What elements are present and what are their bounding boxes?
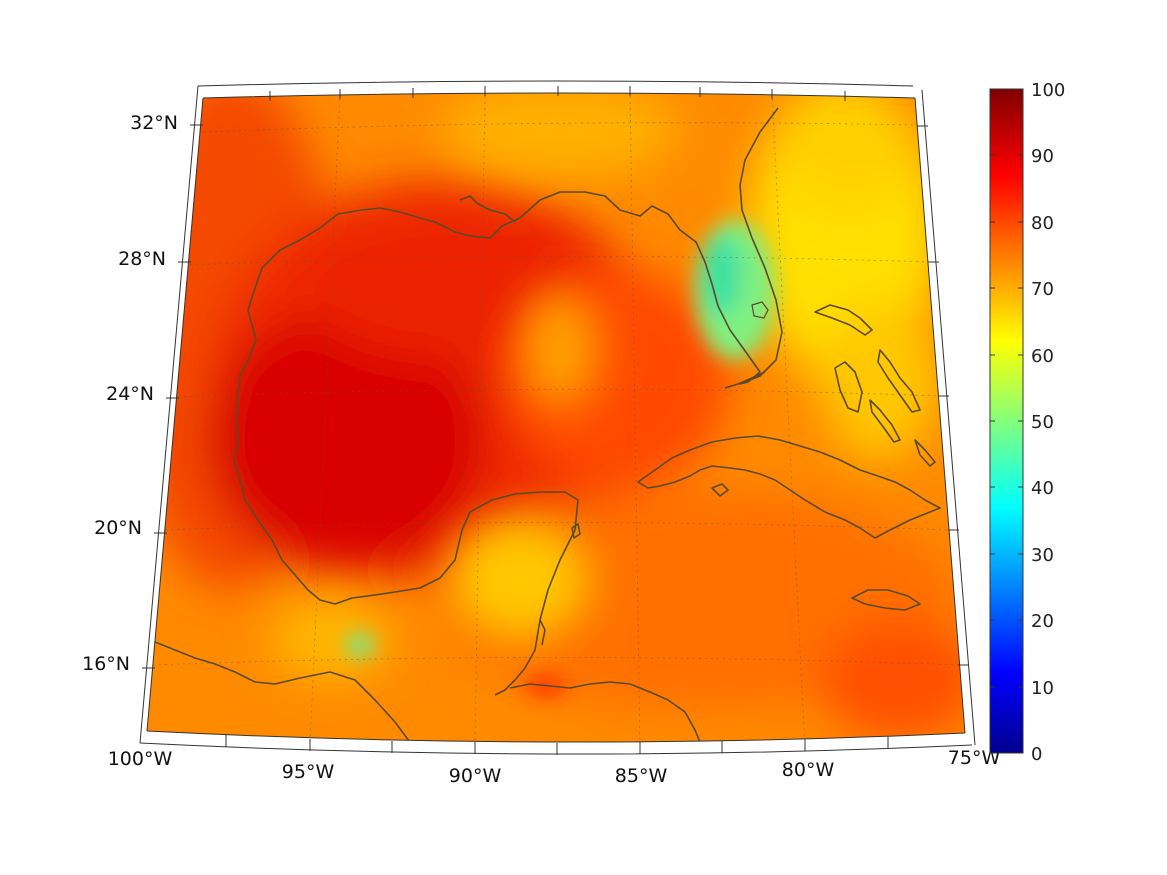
colorbar-label-90: 90 <box>1031 146 1054 167</box>
colorbar-gradient <box>989 88 1024 754</box>
colorbar-label-80: 80 <box>1031 213 1054 234</box>
map-frame <box>139 80 976 755</box>
lon-label-85w: 85°W <box>615 765 668 787</box>
field-north-yellow <box>440 93 680 180</box>
belize-cays <box>539 619 546 646</box>
lon-label-75w: 75°W <box>948 747 1001 769</box>
us-gulf-coast <box>254 107 783 385</box>
cozumel-coast <box>571 523 581 539</box>
lon-label-80w: 80°W <box>782 759 835 781</box>
latitude-labels: 32°N 28°N 24°N 20°N 16°N <box>82 112 178 675</box>
lon-label-90w: 90°W <box>449 765 502 787</box>
bahamas-eleuthera-coast <box>877 349 921 413</box>
lat-label-24n: 24°N <box>106 383 154 405</box>
colorbar-label-10: 10 <box>1031 678 1054 699</box>
cuba-coast <box>637 435 941 539</box>
colorbar: 100 90 80 70 60 50 40 30 20 10 0 <box>989 80 1065 765</box>
isle-of-youth-coast <box>711 483 729 497</box>
graticule <box>152 93 961 743</box>
field-mexico-green <box>346 633 374 657</box>
map-field <box>147 93 965 743</box>
field-mexico-yellow <box>270 600 390 680</box>
lake-okeechobee <box>751 301 769 319</box>
bahamas-exuma-coast <box>869 399 901 443</box>
lon-label-95w: 95°W <box>282 761 335 783</box>
bahamas-abaco-coast <box>814 304 873 336</box>
field-northeast-yellow <box>780 93 920 210</box>
field-florida-cyan <box>702 235 742 315</box>
pacific-coast <box>154 641 413 743</box>
mexico-east-coast <box>233 287 579 696</box>
colorbar-label-40: 40 <box>1031 478 1054 499</box>
keys-coast <box>724 371 766 389</box>
lat-label-32n: 32°N <box>130 112 178 134</box>
lon-label-100w: 100°W <box>108 748 173 770</box>
coastlines <box>154 107 941 743</box>
colorbar-label-0: 0 <box>1031 744 1042 765</box>
longitude-labels: 100°W 95°W 90°W 85°W 80°W 75°W <box>108 747 1001 787</box>
central-america-coast <box>509 681 701 743</box>
lat-label-16n: 16°N <box>82 653 130 675</box>
field-bahamas-yellow <box>820 300 940 460</box>
field-southeast-orange <box>820 620 965 740</box>
colorbar-label-30: 30 <box>1031 545 1054 566</box>
jamaica-coast <box>851 589 921 611</box>
lat-label-28n: 28°N <box>118 248 166 270</box>
bahamas-andros-coast <box>834 361 863 413</box>
mobile-bay-coast <box>459 195 516 223</box>
field-gulf-core <box>205 310 485 570</box>
colorbar-label-100: 100 <box>1031 80 1065 101</box>
colorbar-label-70: 70 <box>1031 279 1054 300</box>
field-central-yellow <box>520 290 600 410</box>
bahamas-long-island-coast <box>914 439 936 467</box>
field-yucatan-yellow <box>450 520 590 640</box>
colorbar-label-50: 50 <box>1031 412 1054 433</box>
colorbar-label-20: 20 <box>1031 611 1054 632</box>
lat-label-20n: 20°N <box>94 517 142 539</box>
colorbar-ticks <box>990 88 1023 754</box>
colorbar-label-60: 60 <box>1031 346 1054 367</box>
